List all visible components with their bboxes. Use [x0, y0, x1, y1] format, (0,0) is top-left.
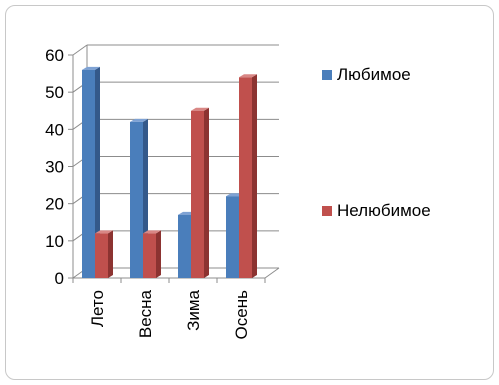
y-tick-label: 20 [45, 195, 64, 214]
bars [82, 67, 257, 278]
bar-side [204, 108, 209, 278]
y-tick-labels: 0 10 20 30 40 50 60 [45, 46, 64, 288]
x-tick-label: Осень [232, 290, 251, 340]
bar-1-2 [191, 111, 204, 278]
x-tick-label: Весна [136, 289, 155, 338]
x-tick-label: Лето [88, 290, 107, 327]
y-tick-label: 40 [45, 120, 64, 139]
y-tick-label: 0 [55, 269, 64, 288]
bar-side [108, 230, 113, 278]
floor-edge [265, 268, 279, 278]
x-tick-labels: Лето Весна Зима Осень [88, 289, 251, 339]
y-tick-label: 50 [45, 83, 64, 102]
bar-0-1 [130, 122, 143, 278]
bar-1-0 [95, 233, 108, 278]
bar-side [252, 74, 257, 278]
x-tick-label: Зима [184, 289, 203, 330]
y-tick-label: 10 [45, 232, 64, 251]
bar-side [156, 230, 161, 278]
legend-swatch [322, 206, 332, 216]
legend-swatch [322, 70, 332, 80]
legend-label: Любимое [337, 65, 411, 84]
legend: Любимое Нелюбимое [322, 65, 431, 220]
bar-0-0 [82, 70, 95, 278]
bar-1-3 [239, 77, 252, 278]
bar-1-1 [143, 233, 156, 278]
y-tick-label: 30 [45, 158, 64, 177]
bar-0-2 [178, 215, 191, 278]
gridline-depth [73, 45, 87, 55]
y-tick-label: 60 [45, 46, 64, 65]
bar-0-3 [226, 196, 239, 278]
legend-label: Нелюбимое [337, 201, 431, 220]
